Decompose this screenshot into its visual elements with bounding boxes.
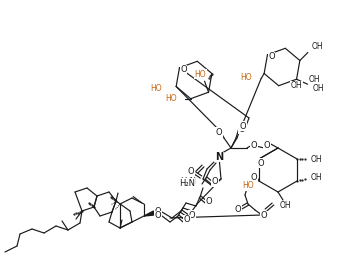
Polygon shape xyxy=(144,211,155,216)
Text: OH: OH xyxy=(291,81,302,90)
Text: HO: HO xyxy=(240,73,252,82)
Text: O: O xyxy=(206,197,212,205)
Text: O: O xyxy=(212,177,218,187)
Text: HO: HO xyxy=(165,94,177,103)
Text: O: O xyxy=(251,140,257,150)
Text: O: O xyxy=(184,215,190,225)
Text: O: O xyxy=(216,128,222,136)
Text: O: O xyxy=(189,210,195,220)
Text: O: O xyxy=(264,140,270,150)
Text: HO: HO xyxy=(195,70,206,79)
Text: OH: OH xyxy=(311,173,323,182)
Text: OH: OH xyxy=(311,155,323,163)
Text: N: N xyxy=(215,152,223,162)
Text: H₂N: H₂N xyxy=(180,177,196,187)
Text: O: O xyxy=(258,158,264,168)
Text: O: O xyxy=(261,212,267,220)
Text: O: O xyxy=(180,65,187,74)
Text: O: O xyxy=(155,212,161,220)
Text: HO: HO xyxy=(150,84,162,93)
Text: OH: OH xyxy=(312,42,324,51)
Text: O: O xyxy=(240,121,246,130)
Text: O: O xyxy=(187,167,193,175)
Text: OH: OH xyxy=(309,75,320,84)
Text: O: O xyxy=(155,207,161,217)
Text: O: O xyxy=(268,52,275,61)
Text: O: O xyxy=(235,205,241,215)
Text: O: O xyxy=(188,168,194,177)
Text: O: O xyxy=(251,173,257,182)
Text: OH: OH xyxy=(313,84,324,93)
Text: O: O xyxy=(239,125,245,133)
Text: HO: HO xyxy=(242,182,254,190)
Text: H₂N: H₂N xyxy=(179,178,195,187)
Text: OH: OH xyxy=(279,202,291,210)
